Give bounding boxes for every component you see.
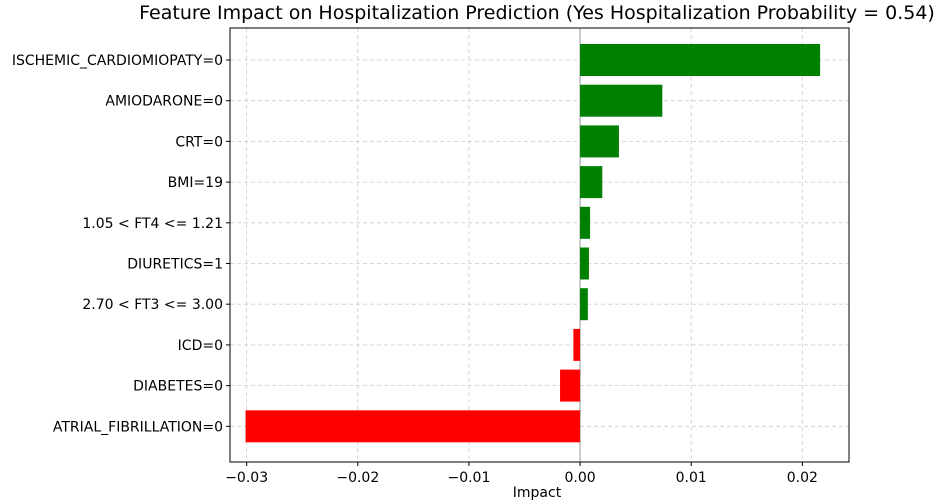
x-tick-label: 0.02 [787, 470, 818, 486]
bar-ischemic-cardiomiopaty-0 [580, 44, 821, 76]
x-tick-label: 0.00 [564, 470, 595, 486]
bar-amiodarone-0 [580, 84, 663, 117]
x-tick-label: −0.03 [225, 470, 268, 486]
x-tick-labels: −0.03 −0.02 −0.01 0.00 0.01 0.02 [225, 462, 818, 486]
bar-atrial-fibrillation-0 [245, 410, 581, 443]
y-tick-label: AMIODARONE=0 [105, 94, 223, 110]
grid-layer [230, 28, 849, 462]
bar-diuretics-1 [580, 247, 589, 280]
y-tick-label: ICD=0 [178, 338, 223, 354]
bar-1-05-ft4-1-21 [580, 206, 591, 239]
x-tick-label: 0.01 [676, 470, 707, 486]
bar-bmi-19 [580, 166, 603, 199]
bar-crt-0 [580, 125, 619, 158]
y-tick-label: DIABETES=0 [133, 379, 223, 395]
plot-frame [229, 27, 850, 463]
y-tick-labels: ISCHEMIC_CARDIOMIOPATY=0 AMIODARONE=0 CRT=… [12, 53, 230, 435]
y-tick-label: ATRIAL_FIBRILLATION=0 [53, 419, 223, 435]
x-tick-label: −0.02 [336, 470, 379, 486]
y-tick-label: 1.05 < FT4 <= 1.21 [82, 216, 223, 232]
y-tick-label: ISCHEMIC_CARDIOMIOPATY=0 [12, 53, 223, 69]
bar-diabetes-0 [560, 369, 581, 402]
bar-icd-0 [573, 328, 581, 361]
x-tick-label: −0.01 [447, 470, 490, 486]
bar-2-70-ft3-3-00 [580, 288, 588, 321]
chart-title: Feature Impact on Hospitalization Predic… [139, 2, 935, 24]
y-tick-label: 2.70 < FT3 <= 3.00 [82, 297, 223, 313]
x-axis-label: Impact [513, 485, 562, 501]
y-tick-label: CRT=0 [175, 134, 223, 150]
y-tick-label: BMI=19 [168, 175, 223, 191]
y-tick-label: DIURETICS=1 [127, 257, 223, 273]
bars-layer [245, 44, 821, 443]
